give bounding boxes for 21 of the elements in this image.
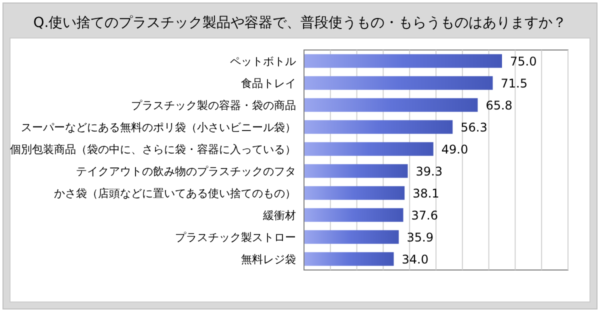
chart-title: Q.使い捨てのプラスチック製品や容器で、普段使うもの・もらうものはありますか？ [33, 14, 567, 31]
data-label: 56.3 [460, 120, 488, 134]
data-label: 34.0 [402, 252, 428, 266]
data-label: 35.9 [406, 230, 434, 244]
data-label: 75.0 [510, 54, 537, 68]
data-label: 39.3 [416, 164, 442, 178]
data-label: 71.5 [500, 76, 528, 90]
y-tick-label: 食品トレイ [241, 77, 296, 90]
y-tick-label: ペットボトル [230, 55, 296, 68]
y-tick-label: 個別包装商品（袋の中に、さらに袋・容器に入っている） [10, 143, 296, 156]
y-tick-label: プラスチック製ストロー [175, 231, 296, 244]
data-label: 38.1 [412, 186, 440, 200]
y-tick-label: かさ袋（店頭などに置いてある使い捨てのもの） [54, 187, 296, 200]
y-tick-label: テイクアウトの飲み物のプラスチックのフタ [76, 165, 296, 178]
data-label: 49.0 [441, 142, 468, 156]
data-label: 65.8 [486, 98, 512, 112]
data-label: 37.6 [411, 208, 438, 222]
y-tick-label: 緩衝材 [262, 209, 296, 222]
y-tick-label: スーパーなどにある無料のポリ袋（小さいビニール袋） [21, 121, 296, 134]
y-tick-label: 無料レジ袋 [241, 253, 296, 266]
y-tick-label: プラスチック製の容器・袋の商品 [131, 99, 296, 112]
